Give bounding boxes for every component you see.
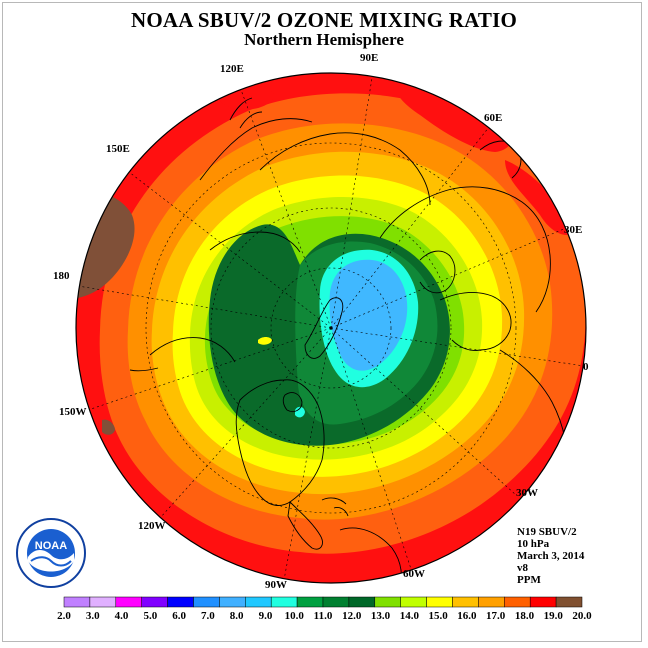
colorbar-label: 9.0 [259, 610, 273, 622]
latitude-circle-3 [145, 142, 517, 514]
colorbar-swatch [193, 596, 220, 608]
colorbar-label: 8.0 [230, 610, 244, 622]
patch-brown-small [102, 419, 115, 435]
noaa-logo-icon: NOAA [16, 518, 86, 588]
colorbar-label: 20.0 [572, 610, 592, 622]
noaa-logo: NOAA [15, 517, 87, 594]
colorbar-swatch [245, 596, 272, 608]
lon-label-60w: 60W [403, 568, 425, 580]
meridian-90e [330, 73, 375, 329]
colorbar-label: 14.0 [400, 610, 420, 622]
coast-central-america [287, 501, 323, 550]
ozone-field [76, 73, 586, 583]
colorbar-swatch [219, 596, 246, 608]
patch-red-north [395, 84, 513, 152]
band-light-blue [329, 259, 408, 371]
patch-cyan [295, 406, 305, 418]
lon-label-120w: 120W [138, 520, 166, 532]
colorbar-label: 12.0 [342, 610, 362, 622]
coast-asia-north [379, 186, 551, 313]
plot-frame [2, 2, 642, 642]
colorbar-swatch [374, 596, 401, 608]
colorbar-swatch [555, 596, 583, 608]
meridian-30w [330, 327, 517, 496]
colorbar-label: 13.0 [371, 610, 391, 622]
map-boundary [75, 72, 587, 584]
colorbar-swatch [89, 596, 117, 608]
patch-red-ne [505, 160, 575, 235]
coast-greenland [304, 297, 344, 359]
colorbar-swatch [270, 596, 298, 608]
colorbar-label: 15.0 [428, 610, 448, 622]
version-label: v8 [517, 562, 528, 574]
coast-japan [229, 97, 263, 129]
colorbar-swatch [63, 596, 91, 608]
colorbar-label: 16.0 [457, 610, 477, 622]
colorbar-label: 2.0 [57, 610, 71, 622]
coast-east-asia [199, 118, 313, 181]
colorbar-swatch [322, 596, 350, 608]
noaa-logo-text: NOAA [35, 540, 67, 552]
date-label: March 3, 2014 [517, 550, 585, 562]
colorbar-label: 4.0 [115, 610, 129, 622]
longitude-labels: 90E 60E 30E 0 30W 60W 90W 120W 150W 180 … [53, 52, 589, 591]
coast-europe [439, 292, 512, 351]
lon-label-90w: 90W [265, 579, 287, 591]
colorbar-swatch [504, 596, 531, 608]
colorbar-label: 17.0 [486, 610, 506, 622]
lon-label-150e: 150E [106, 143, 130, 155]
coast-aleutians [129, 367, 159, 372]
coast-scandinavia [419, 250, 456, 294]
colorbar-swatch [478, 596, 505, 608]
coast-caribbean [321, 497, 349, 517]
lon-label-90e: 90E [360, 52, 378, 64]
latitude-circle-2 [210, 207, 452, 449]
lon-label-0: 0 [583, 361, 589, 373]
colorbar-label: 19.0 [544, 610, 564, 622]
colorbar-swatch [141, 596, 168, 608]
lon-label-180: 180 [53, 270, 70, 282]
patch-yellow [258, 337, 272, 345]
units-label: PPM [517, 574, 541, 586]
coast-alaska [149, 337, 236, 363]
colorbar-label: 7.0 [201, 610, 215, 622]
coast-siberia [209, 231, 301, 253]
colorbar-label: 6.0 [172, 610, 186, 622]
colorbar-swatch [452, 596, 479, 608]
pressure-level-label: 10 hPa [517, 538, 550, 550]
colorbar-swatch [167, 596, 194, 608]
colorbar-swatch [296, 596, 324, 608]
colorbar-swatch [348, 596, 376, 608]
colorbar-swatch [426, 596, 453, 608]
lon-label-120e: 120E [220, 63, 244, 75]
colorbar-label: 10.0 [285, 610, 305, 622]
colorbar-swatch [529, 596, 557, 608]
graticule [77, 73, 585, 581]
lon-label-30w: 30W [516, 487, 538, 499]
coast-north-america [235, 379, 325, 506]
satellite-label: N19 SBUV/2 [517, 526, 577, 538]
colorbar-label: 18.0 [515, 610, 535, 622]
page-subtitle: Northern Hemisphere [244, 30, 404, 49]
colorbar-swatch [115, 596, 142, 608]
meridian-120e [237, 81, 332, 329]
colorbar-label: 5.0 [143, 610, 157, 622]
latitude-circle-1 [270, 267, 392, 389]
lon-label-30e: 30E [564, 224, 582, 236]
colorbar-swatch [400, 596, 427, 608]
lon-label-150w: 150W [59, 406, 87, 418]
coast-hudson [282, 392, 303, 413]
page-title: NOAA SBUV/2 OZONE MIXING RATIO [131, 8, 517, 32]
colorbar-label: 11.0 [314, 610, 333, 622]
colorbar-label: 3.0 [86, 610, 100, 622]
colorbar: 2.0 3.0 4.0 5.0 6.0 7.0 8.0 9.0 10.0 11.0 12.0 13.0… [57, 596, 592, 622]
lon-label-60e: 60E [484, 112, 502, 124]
